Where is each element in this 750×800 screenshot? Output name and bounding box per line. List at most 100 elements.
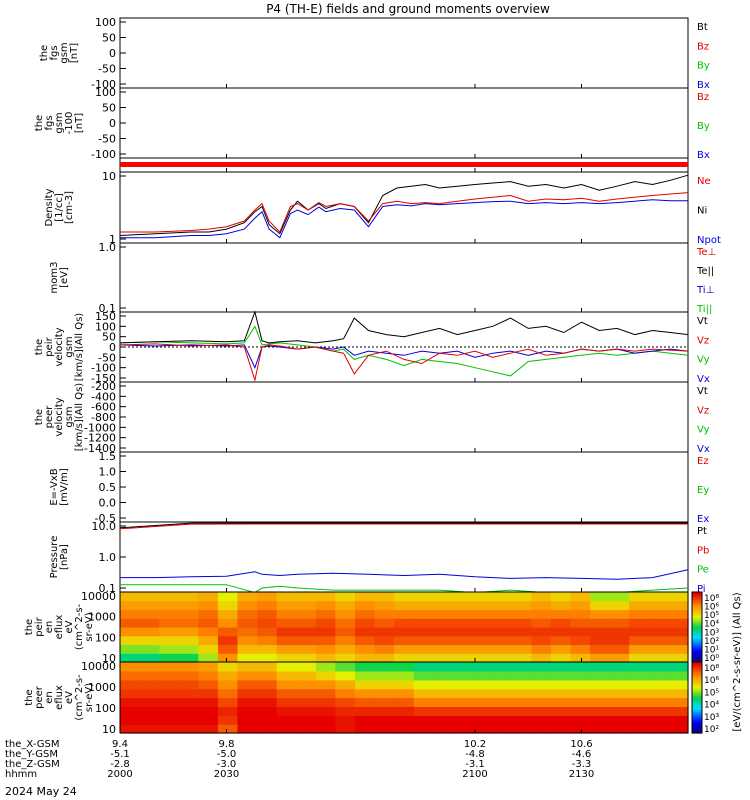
spectrogram-cell	[511, 609, 532, 619]
spectrogram-cell	[335, 724, 356, 734]
ylabel-line: [eV]	[59, 267, 70, 288]
spectrogram-cell	[315, 653, 337, 663]
ylabel: mom3[eV]	[49, 262, 70, 294]
spectrogram-cell	[550, 627, 572, 637]
colorbar-step	[692, 606, 702, 609]
xaxis-value: 2000	[107, 769, 132, 780]
xaxis-value: 2130	[569, 769, 594, 780]
ytick-label: 0	[109, 117, 116, 130]
spectrogram-cell	[433, 706, 454, 716]
spectrogram-cell	[570, 600, 591, 611]
panel-fgs: 100 50 0 -50 -100 thefgsgsm[nT] Bt Bz By Bx	[39, 16, 710, 91]
legend-Vy: Vy	[697, 355, 710, 366]
spectrogram-cell	[276, 627, 297, 637]
xaxis-value: 2030	[214, 769, 239, 780]
spectrogram-cell	[217, 715, 239, 725]
spectrogram-cell	[237, 697, 258, 707]
ytick-label: 0.0	[99, 497, 117, 510]
spectrogram-cell	[609, 697, 630, 707]
colorbar-step	[692, 702, 702, 706]
ytick-label: 10000	[81, 590, 116, 603]
colorbar-step	[692, 728, 702, 732]
spectrogram-cell	[237, 670, 258, 681]
spectrogram-cell	[531, 706, 552, 716]
colorbar-step	[692, 683, 702, 687]
colorbar-step	[692, 622, 702, 626]
spectrogram-cell	[217, 688, 239, 699]
spectrogram-cell	[276, 644, 297, 654]
spectrogram-cell	[570, 653, 591, 663]
colorbar-tick: 10⁸	[704, 594, 719, 604]
spectrogram-cell	[120, 618, 141, 628]
ytick-label: 50	[102, 102, 116, 115]
ytick-label: -600	[91, 401, 116, 414]
ytick-label: 100	[95, 631, 116, 644]
spectrogram-cell	[550, 635, 572, 646]
spectrogram-cell	[609, 662, 630, 672]
spectrogram-cell	[629, 724, 650, 734]
spectrogram-cell	[120, 697, 141, 707]
colorbar-step	[692, 666, 702, 670]
ylabel-line: eflux	[54, 615, 65, 640]
colorbar-step	[692, 648, 702, 651]
spectrogram-cell	[374, 715, 395, 725]
legend-By: By	[697, 61, 710, 72]
spectrogram-cell	[413, 715, 434, 725]
ylabel-line: eflux	[54, 685, 65, 710]
spectrogram-cell	[413, 609, 434, 619]
spectrogram-cell	[668, 724, 689, 734]
spectrogram-cell	[237, 644, 258, 654]
legend-Vt: Vt	[697, 316, 708, 327]
spectrogram-cell	[629, 679, 650, 690]
spectrogram-cell	[609, 679, 630, 690]
colorbar-tick: 10⁸	[704, 664, 719, 674]
panel-pressure: 10.0 1.0 0.1 Pressure[nPa] Pt Pb Pe Pi	[49, 520, 709, 595]
spectrogram-cell	[276, 618, 297, 628]
spectrogram-cell	[257, 724, 278, 734]
ytick-label: -400	[91, 390, 116, 403]
spectrogram-cell	[511, 706, 532, 716]
xaxis-row-label: the_X-GSM	[5, 739, 59, 750]
spectrogram-cell	[120, 653, 141, 663]
spectrogram-cell	[472, 688, 493, 699]
spectrogram-cell	[609, 592, 630, 602]
spectrogram-cell	[453, 627, 474, 637]
spectrogram-cell	[335, 697, 356, 707]
spectrogram-cell	[159, 670, 180, 681]
spectrogram-cell	[237, 635, 258, 646]
spectrogram-cell	[355, 688, 376, 699]
spectrogram-cell	[531, 627, 552, 637]
ylabel-line: fgs	[49, 45, 60, 60]
spectrogram-cell	[668, 662, 689, 672]
xaxis-value: 10.6	[570, 739, 592, 750]
spectrogram-cell	[433, 670, 454, 681]
spectrogram-cell	[315, 609, 337, 619]
spectrogram-cell	[198, 662, 219, 672]
spectrogram-cell	[511, 688, 532, 699]
spectrogram-cell	[159, 600, 180, 611]
colorbar-step	[692, 636, 702, 640]
spectrogram-cell	[472, 592, 493, 602]
legend-Bz: Bz	[697, 41, 709, 52]
spectrogram-cell	[472, 662, 493, 672]
colorbar-step	[692, 704, 702, 708]
spectrogram-cell	[139, 653, 160, 663]
ylabel-line: mom3	[49, 262, 60, 294]
spectrogram-cell	[355, 653, 376, 663]
spectrogram-cell	[609, 715, 630, 725]
spectrogram-cell	[355, 715, 376, 725]
colorbar-step	[692, 711, 702, 715]
spectrogram-cell	[648, 688, 669, 699]
series-npot	[120, 199, 688, 239]
spectrogram-cell	[178, 662, 199, 672]
spectrogram-cell	[374, 618, 395, 628]
spectrogram-cell	[590, 600, 611, 611]
spectrogram-cell	[668, 592, 689, 602]
ylabel-line: velocity	[54, 397, 65, 436]
colorbar-step	[692, 688, 702, 691]
series-pi	[120, 569, 689, 580]
colorbar-tick: 10⁶	[704, 603, 719, 613]
spectrogram-cell	[139, 600, 160, 611]
spectrogram-cell	[355, 706, 376, 716]
